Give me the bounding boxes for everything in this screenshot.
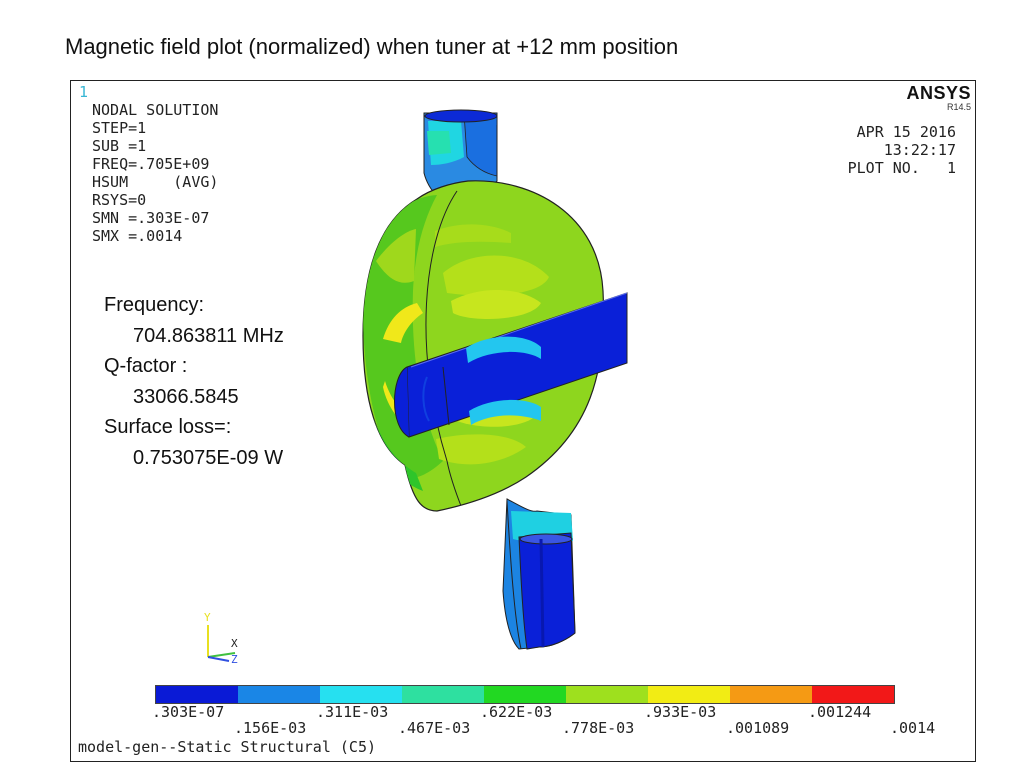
x-axis-line [207, 652, 236, 658]
legend-label-lower: .467E-03 [398, 719, 471, 737]
plot-number: PLOT NO. 1 [847, 159, 956, 177]
legend-swatch [402, 686, 484, 703]
solution-line: RSYS=0 [92, 191, 147, 209]
legend-label-lower: .778E-03 [562, 719, 635, 737]
brand-name: ANSYS [906, 83, 971, 103]
legend-swatch [566, 686, 648, 703]
legend-swatch [484, 686, 566, 703]
legend-label-upper: .001244 [808, 703, 872, 721]
window-number: 1 [79, 83, 89, 101]
plot-date: APR 15 2016 [856, 123, 956, 141]
x-axis-label: X [231, 637, 238, 650]
y-axis-label: Y [204, 611, 211, 624]
z-axis-label: Z [231, 653, 238, 665]
ansys-logo: ANSYS R14.5 [906, 83, 971, 112]
solution-line: SMN =.303E-07 [92, 209, 210, 227]
solution-info: NODAL SOLUTION STEP=1 SUB =1 FREQ=.705E+… [92, 101, 218, 245]
legend-label-upper: .622E-03 [480, 703, 553, 721]
legend-swatch [648, 686, 730, 703]
tuner-cylinder [394, 292, 628, 438]
solution-line: SMX =.0014 [92, 227, 183, 245]
legend-label-upper: .933E-03 [644, 703, 717, 721]
q-factor-label: Q-factor : [104, 355, 188, 377]
results-box: Frequency: 704.863811 MHz Q-factor : 330… [104, 290, 284, 473]
solution-line: SUB =1 [92, 137, 147, 155]
plot-stamp: APR 15 2016 13:22:17 PLOT NO. 1 [848, 123, 956, 177]
solution-line: HSUM (AVG) [92, 173, 219, 191]
legend-swatch [730, 686, 812, 703]
model-footer: model-gen--Static Structural (C5) [78, 738, 377, 756]
frequency-value: 704.863811 MHz [133, 324, 284, 347]
solution-line: STEP=1 [92, 119, 147, 137]
ansys-plot-window: 1 NODAL SOLUTION STEP=1 SUB =1 FREQ=.705… [70, 80, 976, 762]
solution-line: NODAL SOLUTION [92, 101, 219, 119]
legend-swatch [320, 686, 402, 703]
legend-label-lower: .001089 [726, 719, 790, 737]
solution-line: FREQ=.705E+09 [92, 155, 210, 173]
slide-title: Magnetic field plot (normalized) when tu… [65, 34, 679, 59]
legend-swatch [156, 686, 238, 703]
z-axis-line [207, 656, 230, 662]
legend-label-lower: .0014 [890, 719, 936, 737]
surface-loss-label: Surface loss=: [104, 416, 232, 438]
legend-swatch [238, 686, 320, 703]
legend-label-upper: .303E-07 [152, 703, 225, 721]
legend-swatch [812, 686, 894, 703]
plot-time: 13:22:17 [883, 141, 956, 159]
frequency-label: Frequency: [104, 294, 205, 316]
cavity-field-plot [362, 109, 628, 650]
q-factor-value: 33066.5845 [133, 385, 239, 408]
legend-label-lower: .156E-03 [234, 719, 307, 737]
upper-beam-pipe [423, 109, 498, 200]
contour-legend [155, 685, 895, 704]
brand-version: R14.5 [946, 102, 971, 112]
surface-loss-value: 0.753075E-09 W [133, 446, 284, 469]
axis-triad: Y X Z [204, 611, 238, 665]
lower-beam-pipe [502, 498, 576, 650]
legend-label-upper: .311E-03 [316, 703, 389, 721]
